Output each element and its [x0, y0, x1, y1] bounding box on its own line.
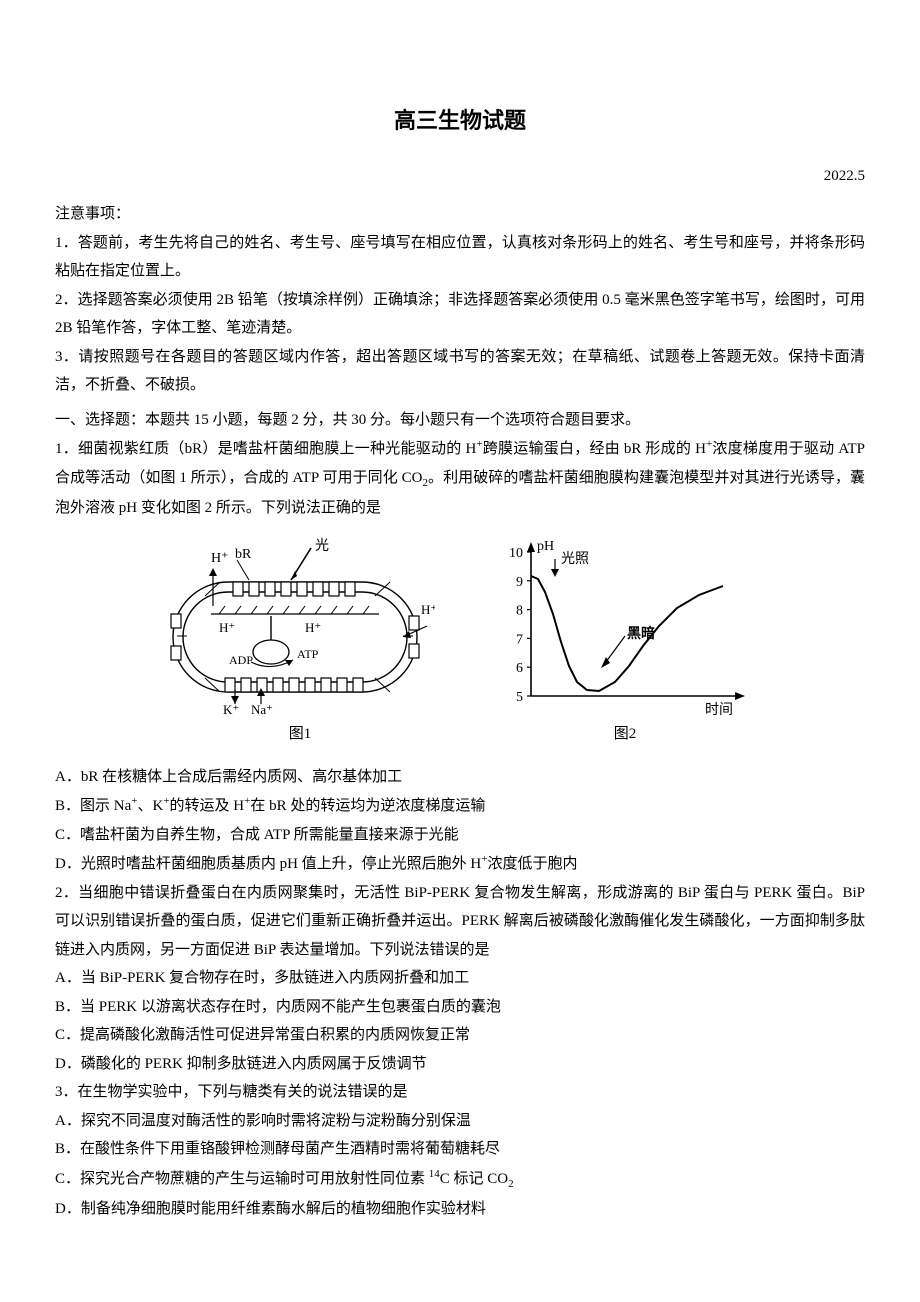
- svg-text:bR: bR: [235, 547, 252, 562]
- subscript: 2: [508, 1178, 514, 1190]
- text: B．图示 Na: [55, 798, 131, 814]
- notice-item: 3．请按照题号在各题目的答题区域内作答，超出答题区域书写的答案无效；在草稿纸、试…: [55, 343, 865, 400]
- notice-heading: 注意事项：: [55, 200, 865, 229]
- svg-text:6: 6: [516, 661, 523, 676]
- svg-text:H⁺: H⁺: [211, 551, 229, 566]
- text: C 标记 CO: [440, 1171, 508, 1187]
- figure-caption: 图1: [289, 720, 312, 749]
- svg-text:Na⁺: Na⁺: [251, 702, 273, 716]
- notice-item: 2．选择题答案必须使用 2B 铅笔（按填涂样例）正确填涂；非选择题答案必须使用 …: [55, 286, 865, 343]
- text: 的转运及 H: [170, 798, 245, 814]
- text: C．探究光合产物蔗糖的产生与运输时可用放射性同位素: [55, 1171, 429, 1187]
- option-b: B．图示 Na+、K+的转运及 H+在 bR 处的转运均为逆浓度梯度运输: [55, 791, 865, 821]
- text: 浓度低于胞内: [487, 856, 577, 872]
- page-title: 高三生物试题: [55, 100, 865, 142]
- svg-text:H⁺: H⁺: [421, 602, 435, 617]
- option-d: D．光照时嗜盐杆菌细胞质基质内 pH 值上升，停止光照后胞外 H+浓度低于胞内: [55, 849, 865, 879]
- question-stem: 2．当细胞中错误折叠蛋白在内质网聚集时，无活性 BiP-PERK 复合物发生解离…: [55, 879, 865, 965]
- question-stem: 1．细菌视紫红质（bR）是嗜盐杆菌细胞膜上一种光能驱动的 H+跨膜运输蛋白，经由…: [55, 434, 865, 522]
- figure-caption: 图2: [614, 720, 637, 749]
- option-c: C．嗜盐杆菌为自养生物，合成 ATP 所需能量直接来源于光能: [55, 821, 865, 850]
- text: 1．细菌视紫红质（bR）是嗜盐杆菌细胞膜上一种光能驱动的 H: [55, 441, 476, 457]
- exam-date: 2022.5: [55, 162, 865, 191]
- text: 跨膜运输蛋白，经由 bR 形成的 H: [483, 441, 706, 457]
- svg-text:H⁺: H⁺: [219, 620, 235, 635]
- svg-text:10: 10: [509, 546, 523, 561]
- svg-text:8: 8: [516, 604, 523, 619]
- section-heading: 一、选择题：本题共 15 小题，每题 2 分，共 30 分。每小题只有一个选项符…: [55, 406, 865, 435]
- text: D．光照时嗜盐杆菌细胞质基质内 pH 值上升，停止光照后胞外 H: [55, 856, 481, 872]
- option-a: A．探究不同温度对酶活性的影响时需将淀粉与淀粉酶分别保温: [55, 1107, 865, 1136]
- svg-text:pH: pH: [537, 539, 554, 554]
- cell-diagram-svg: H⁺ bR 光 H⁺ H⁺ ADP ATP H⁺ K⁺ Na⁺: [165, 536, 435, 716]
- svg-text:光照: 光照: [561, 551, 589, 567]
- svg-text:时间: 时间: [705, 702, 733, 716]
- text: 在 bR 处的转运均为逆浓度梯度运输: [250, 798, 485, 814]
- option-a: A．当 BiP-PERK 复合物存在时，多肽链进入内质网折叠和加工: [55, 964, 865, 993]
- svg-text:K⁺: K⁺: [223, 702, 239, 716]
- question-stem: 3．在生物学实验中，下列与糖类有关的说法错误的是: [55, 1078, 865, 1107]
- option-c: C．探究光合产物蔗糖的产生与运输时可用放射性同位素 14C 标记 CO2: [55, 1164, 865, 1195]
- superscript: 14: [429, 1168, 440, 1180]
- svg-text:ADP: ADP: [229, 653, 253, 667]
- option-c: C．提高磷酸化激酶活性可促进异常蛋白积累的内质网恢复正常: [55, 1021, 865, 1050]
- option-b: B．当 PERK 以游离状态存在时，内质网不能产生包裹蛋白质的囊泡: [55, 993, 865, 1022]
- option-b: B．在酸性条件下用重铬酸钾检测酵母菌产生酒精时需将葡萄糖耗尽: [55, 1135, 865, 1164]
- option-a: A．bR 在核糖体上合成后需经内质网、高尔基体加工: [55, 763, 865, 792]
- option-d: D．磷酸化的 PERK 抑制多肽链进入内质网属于反馈调节: [55, 1050, 865, 1079]
- svg-text:5: 5: [516, 690, 523, 705]
- figures-row: H⁺ bR 光 H⁺ H⁺ ADP ATP H⁺ K⁺ Na⁺ 图1 5 6 7 8 9…: [55, 536, 865, 749]
- figure-1: H⁺ bR 光 H⁺ H⁺ ADP ATP H⁺ K⁺ Na⁺ 图1: [165, 536, 435, 749]
- svg-text:黑暗: 黑暗: [627, 625, 655, 642]
- svg-text:H⁺: H⁺: [305, 620, 321, 635]
- svg-text:ATP: ATP: [297, 647, 319, 661]
- text: 、K: [137, 798, 163, 814]
- svg-text:7: 7: [516, 633, 523, 648]
- svg-text:光: 光: [315, 538, 329, 554]
- svg-text:9: 9: [516, 575, 523, 590]
- option-d: D．制备纯净细胞膜时能用纤维素酶水解后的植物细胞作实验材料: [55, 1195, 865, 1224]
- figure-2: 5 6 7 8 9 10 pH 时间 光照黑暗 图2: [495, 536, 755, 749]
- ph-chart-svg: 5 6 7 8 9 10 pH 时间 光照黑暗: [495, 536, 755, 716]
- notice-item: 1．答题前，考生先将自己的姓名、考生号、座号填写在相应位置，认真核对条形码上的姓…: [55, 229, 865, 286]
